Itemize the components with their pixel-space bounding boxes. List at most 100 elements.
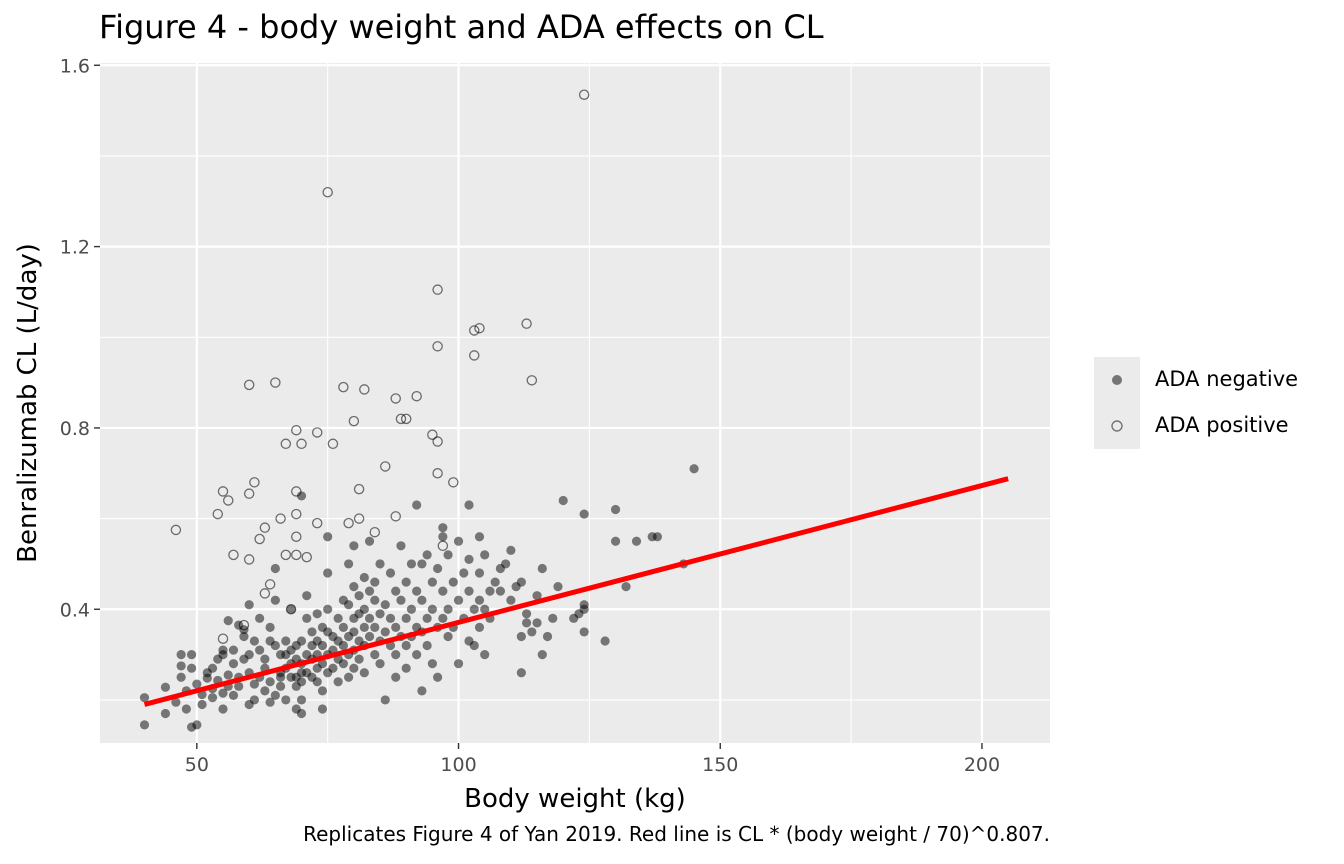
ada-negative-point [307,627,317,637]
ada-positive-point [322,186,333,198]
x-tick-label: 150 [702,754,738,776]
ada-negative-point [490,577,500,587]
ada-negative-point [296,695,307,705]
ada-negative-point [579,627,589,637]
ada-positive-point [474,322,485,334]
ada-negative-point [495,586,506,596]
ada-negative-point [223,616,233,626]
ada-negative-point [480,550,490,560]
ada-negative-point [270,640,280,651]
ada-negative-point [176,650,186,660]
ada-negative-point [474,622,485,633]
ada-negative-point [453,536,464,546]
ada-negative-point [333,677,343,687]
x-tick-label: 100 [440,754,476,776]
chart-title: Figure 4 - body weight and ADA effects o… [99,8,824,46]
ada-negative-point [516,668,526,678]
ada-negative-point [317,640,328,651]
ada-positive-point [353,513,365,524]
ada-negative-point [433,563,443,574]
ada-positive-point [249,477,260,488]
ada-positive-point [437,540,449,552]
ada-negative-point [469,604,479,614]
ada-positive-point [427,429,438,440]
ada-negative-point [228,659,239,669]
ada-negative-point [349,541,359,551]
fit-line-layer [143,476,1009,707]
ada-negative-point [579,600,589,610]
ada-positive-point [359,384,370,395]
ada-negative-point [406,559,417,569]
ada-negative-point [401,577,411,587]
ada-negative-point [317,704,328,714]
ada-positive-point [264,579,276,590]
legend-label-ada-negative: ADA negative [1155,367,1299,391]
ada-negative-point [354,654,364,664]
ada-positive-point [270,377,281,388]
ada-negative-point [532,618,542,628]
ada-negative-point [480,650,490,660]
ada-negative-point [317,686,328,696]
y-tick-label: 0.8 [60,418,90,440]
ada-negative-point [296,677,307,687]
ada-negative-point [391,672,401,682]
ada-negative-point [265,622,275,633]
ada-negative-point [296,491,307,501]
ada-negative-point [359,668,369,678]
ada-negative-point [296,708,307,719]
ada-positive-point [400,413,412,425]
ada-negative-point [527,627,537,637]
open-circle-icon [1111,420,1123,432]
ada-negative-point [160,708,171,719]
ada-negative-point [621,582,631,592]
ada-negative-point [370,595,380,605]
ada-positive-point [280,549,292,561]
ada-negative-point [464,500,474,510]
ada-negative-point [364,631,375,642]
ada-negative-point [506,595,516,605]
ada-negative-point [600,636,610,646]
ada-negative-point [270,690,280,701]
ada-positive-point [395,413,407,425]
ada-positive-point [212,508,224,520]
ada-negative-point [359,604,369,614]
ada-negative-point [558,495,568,506]
ada-negative-point [349,663,359,673]
ada-negative-point [537,650,547,660]
ada-negative-point [265,677,275,687]
ada-negative-point [286,604,296,614]
ada-negative-point [349,582,359,592]
ada-negative-point [401,663,411,673]
ada-negative-point [631,536,642,546]
ada-negative-point [186,650,197,660]
ada-negative-point [218,688,228,698]
ada-negative-point [448,577,458,587]
ada-positive-point [291,508,302,520]
ada-negative-point [364,613,375,623]
ada-negative-point [186,663,197,673]
ada-negative-point [296,636,307,646]
ada-negative-point [385,568,396,578]
ada-positive-point [243,554,255,565]
ada-positive-point [285,604,297,615]
ada-positive-point [468,350,480,361]
ada-negative-point [344,559,354,569]
legend-key-ada-positive [1094,403,1140,449]
ada-positive-point [217,633,229,644]
ada-positive-point [228,549,239,561]
ada-positive-point [280,438,292,450]
ada-positive-point [338,381,349,393]
ada-negative-point [485,586,495,596]
x-tick-label: 50 [185,754,209,776]
ada-negative-point [364,586,375,596]
ada-negative-point [548,613,558,623]
ada-positive-point [291,424,302,436]
ada-negative-point [396,595,406,605]
ada-negative-point [223,670,233,680]
ada-positive-point [411,390,422,402]
ada-negative-point [438,613,448,623]
ada-negative-point [323,532,333,542]
ada-negative-point [207,663,218,673]
ada-negative-point [270,595,280,605]
y-tick-label: 1.2 [60,237,90,259]
